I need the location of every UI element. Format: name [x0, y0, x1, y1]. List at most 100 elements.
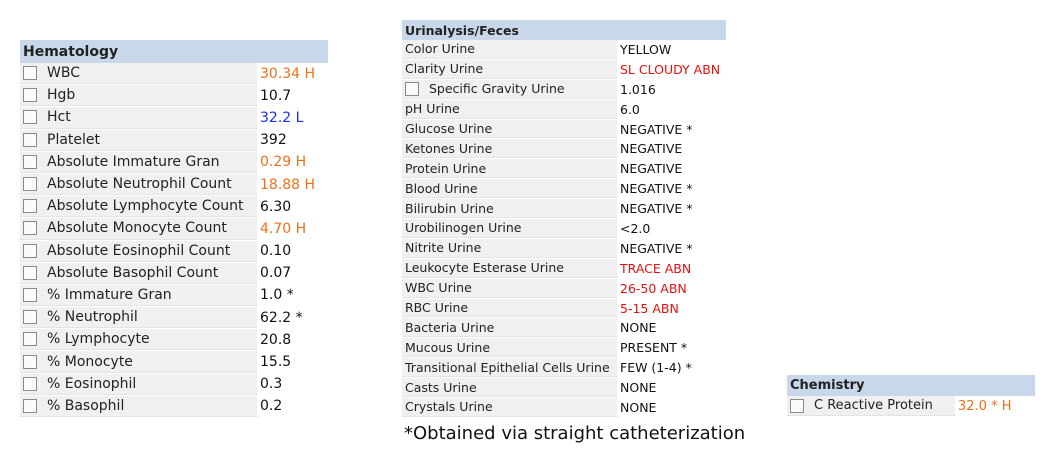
result-row: Specific Gravity Urine 1.016 — [402, 79, 726, 100]
urinalysis-panel: Urinalysis/Feces Color Urine YELLOW Clarity… — [402, 20, 726, 418]
label-cell: Absolute Basophil Count — [20, 262, 257, 284]
test-value: 62.2 * — [257, 307, 328, 329]
checkbox[interactable] — [23, 265, 37, 280]
label-cell: Protein Urine — [402, 159, 617, 179]
checkbox[interactable] — [23, 199, 37, 214]
checkbox[interactable] — [23, 66, 37, 81]
checkbox[interactable] — [23, 221, 37, 236]
test-name: % Monocyte — [47, 353, 133, 370]
label-cell: Blood Urine — [402, 179, 617, 199]
result-row: Absolute Basophil Count 0.07 — [20, 262, 328, 285]
result-row: Absolute Neutrophil Count 18.88 H — [20, 173, 328, 197]
test-value: 30.34 H — [257, 63, 328, 85]
chemistry-panel: Chemistry C Reactive Protein 32.0 * H — [787, 375, 1035, 417]
checkbox[interactable] — [23, 354, 37, 369]
test-name: Crystals Urine — [405, 399, 493, 415]
test-name: Clarity Urine — [405, 61, 484, 77]
hematology-panel: Hematology WBC 30.34 H Hgb 10.7 Hct 32.2 L Plat… — [20, 40, 328, 418]
result-row: pH Urine 6.0 — [402, 99, 726, 120]
test-value: 26-50 ABN — [617, 278, 726, 298]
label-cell: Bilirubin Urine — [402, 199, 617, 219]
test-value: YELLOW — [617, 40, 726, 59]
test-value: TRACE ABN — [617, 258, 726, 278]
checkbox[interactable] — [23, 243, 37, 258]
label-cell: % Monocyte — [20, 351, 257, 373]
checkbox[interactable] — [23, 110, 37, 125]
label-cell: % Immature Gran — [20, 284, 257, 307]
test-value: NONE — [617, 318, 726, 338]
checkbox[interactable] — [23, 310, 37, 325]
checkbox[interactable] — [23, 398, 37, 413]
test-name: Bilirubin Urine — [405, 200, 494, 216]
result-row: % Monocyte 15.5 — [20, 351, 328, 374]
label-cell: Leukocyte Esterase Urine — [402, 258, 617, 278]
test-name: Absolute Monocyte Count — [47, 220, 227, 237]
test-value: NEGATIVE * — [617, 119, 726, 139]
panel-header: Hematology — [20, 40, 328, 63]
result-row: Mucous Urine PRESENT * — [402, 338, 726, 359]
label-cell: Absolute Lymphocyte Count — [20, 196, 257, 218]
test-value: <2.0 — [617, 219, 726, 238]
test-value: 0.10 — [257, 240, 328, 262]
result-row: WBC 30.34 H — [20, 63, 328, 86]
label-cell: Absolute Immature Gran — [20, 151, 257, 173]
result-row: C Reactive Protein 32.0 * H — [787, 396, 1035, 417]
test-value: 20.8 — [257, 329, 328, 351]
label-cell: Ketones Urine — [402, 139, 617, 159]
result-row: Leukocyte Esterase Urine TRACE ABN — [402, 258, 726, 279]
label-cell: C Reactive Protein — [787, 396, 955, 416]
test-value: 6.0 — [617, 99, 726, 119]
checkbox[interactable] — [23, 88, 37, 103]
result-row: Absolute Eosinophil Count 0.10 — [20, 240, 328, 263]
label-cell: Absolute Eosinophil Count — [20, 240, 257, 262]
test-name: pH Urine — [405, 101, 460, 117]
test-value: 1.0 * — [257, 284, 328, 307]
checkbox[interactable] — [23, 376, 37, 391]
result-row: WBC Urine 26-50 ABN — [402, 278, 726, 299]
result-row: Ketones Urine NEGATIVE — [402, 139, 726, 160]
checkbox[interactable] — [23, 154, 37, 169]
checkbox[interactable] — [790, 398, 804, 413]
result-row: Nitrite Urine NEGATIVE * — [402, 238, 726, 259]
label-cell: Clarity Urine — [402, 59, 617, 79]
result-row: Blood Urine NEGATIVE * — [402, 179, 726, 200]
label-cell: Casts Urine — [402, 378, 617, 398]
test-name: RBC Urine — [405, 300, 469, 316]
result-row: Absolute Immature Gran 0.29 H — [20, 151, 328, 174]
result-row: Urobilinogen Urine <2.0 — [402, 219, 726, 239]
test-name: Absolute Eosinophil Count — [47, 242, 231, 259]
footnote: *Obtained via straight catheterization — [404, 423, 746, 444]
result-row: Color Urine YELLOW — [402, 40, 726, 60]
label-cell: % Neutrophil — [20, 307, 257, 329]
result-row: % Neutrophil 62.2 * — [20, 307, 328, 330]
checkbox[interactable] — [23, 332, 37, 347]
label-cell: Absolute Neutrophil Count — [20, 173, 257, 196]
test-name: Color Urine — [405, 41, 475, 57]
result-row: Hct 32.2 L — [20, 107, 328, 130]
label-cell: Hct — [20, 107, 257, 129]
result-row: Clarity Urine SL CLOUDY ABN — [402, 59, 726, 80]
test-value: 392 — [257, 129, 328, 151]
checkbox[interactable] — [23, 132, 37, 147]
test-value: 32.2 L — [257, 107, 328, 129]
checkbox[interactable] — [23, 177, 37, 192]
result-row: Glucose Urine NEGATIVE * — [402, 119, 726, 140]
label-cell: % Basophil — [20, 395, 257, 417]
checkbox[interactable] — [405, 81, 419, 96]
test-value: 1.016 — [617, 79, 726, 99]
test-value: 5-15 ABN — [617, 298, 726, 318]
result-row: Bilirubin Urine NEGATIVE * — [402, 199, 726, 220]
test-value: NEGATIVE — [617, 139, 726, 159]
test-name: Blood Urine — [405, 180, 478, 196]
label-cell: Bacteria Urine — [402, 318, 617, 338]
label-cell: Crystals Urine — [402, 398, 617, 417]
test-name: Absolute Lymphocyte Count — [47, 198, 244, 215]
panel-header: Urinalysis/Feces — [402, 20, 726, 40]
checkbox[interactable] — [23, 287, 37, 302]
label-cell: RBC Urine — [402, 298, 617, 318]
label-cell: Mucous Urine — [402, 338, 617, 358]
test-value: 15.5 — [257, 351, 328, 373]
test-value: NEGATIVE * — [617, 199, 726, 219]
test-name: Platelet — [47, 131, 101, 148]
